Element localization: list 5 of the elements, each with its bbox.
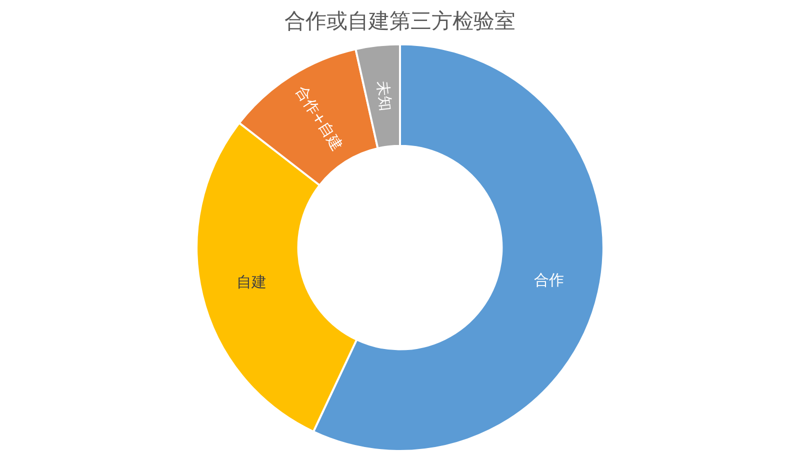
slice-label: 未知 bbox=[374, 80, 395, 112]
chart-title: 合作或自建第三方检验室 bbox=[284, 9, 516, 34]
slice-label: 自建 bbox=[236, 273, 267, 292]
slice-label: 合作 bbox=[534, 270, 564, 289]
slice-label: 合作+自建 bbox=[292, 82, 346, 154]
